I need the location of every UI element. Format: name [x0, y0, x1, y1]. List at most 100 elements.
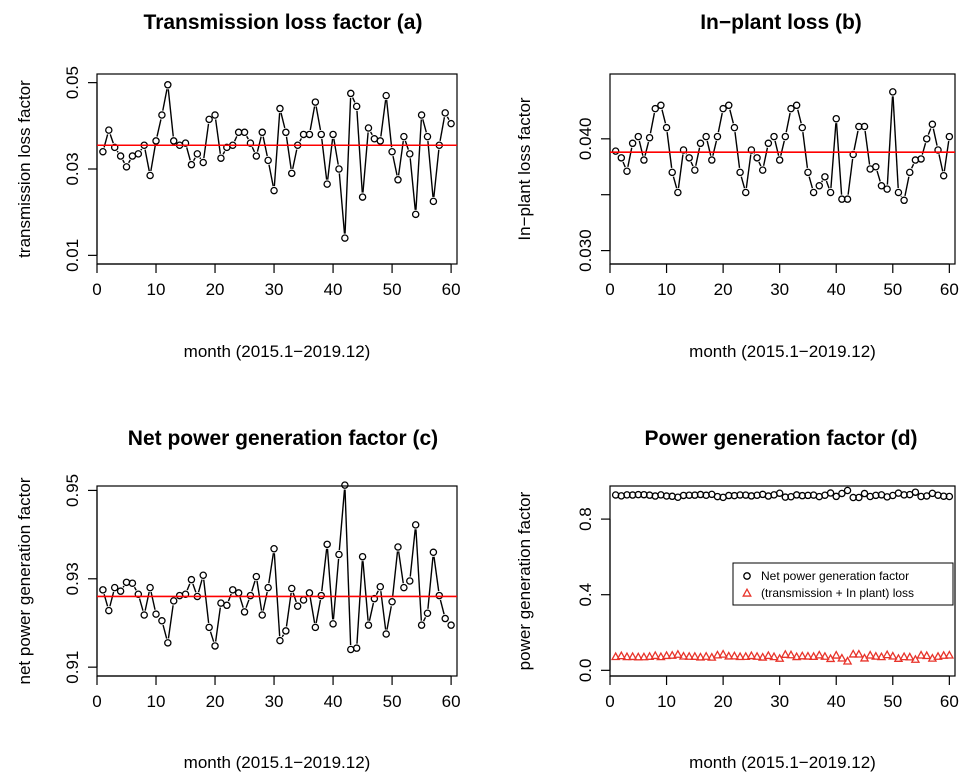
data-point [855, 493, 863, 502]
series-line-segment [144, 591, 150, 611]
series-line-segment [344, 489, 352, 646]
data-point [335, 165, 343, 173]
data-point-triangle [842, 656, 853, 665]
data-point [775, 489, 784, 497]
series-line-segment [156, 119, 162, 137]
series-line-segment [203, 123, 210, 159]
series-line-segment [375, 590, 379, 595]
series-line-segment [246, 135, 249, 140]
series-line-segment [167, 89, 174, 137]
data-point-triangle [610, 651, 621, 661]
series-line-segment [292, 592, 297, 603]
series-line-segment [326, 548, 334, 620]
data-point [99, 147, 107, 156]
data-point-triangle [808, 651, 819, 661]
series-line-segment [262, 136, 268, 157]
series-line-segment [627, 147, 633, 167]
y-tick-label: 0.01 [63, 239, 82, 272]
data-point [435, 591, 444, 600]
data-point [105, 606, 113, 615]
data-point [849, 150, 857, 159]
data-point [323, 540, 331, 549]
data-point [753, 154, 761, 162]
data-point [798, 123, 807, 132]
data-point [645, 133, 654, 142]
data-point [252, 572, 261, 581]
data-point [928, 120, 937, 129]
legend: Net power generation factor (transmission… [732, 562, 954, 606]
data-point-triangle [695, 652, 706, 661]
data-point [382, 630, 390, 638]
series-line-segment [262, 591, 268, 611]
data-point-triangle [876, 651, 887, 661]
data-point-triangle [848, 649, 858, 658]
data-point [264, 156, 272, 165]
series-line-segment [712, 140, 718, 156]
data-point [889, 88, 897, 96]
series-line-segment [690, 161, 694, 167]
series-line-segment [758, 161, 762, 167]
legend-marker-triangle [742, 587, 752, 597]
data-point-triangle [820, 651, 830, 660]
data-point [617, 154, 626, 162]
data-point-triangle [616, 650, 627, 660]
data-point [832, 492, 840, 501]
series-line-segment [780, 140, 785, 156]
data-point [826, 188, 835, 197]
data-point [934, 146, 942, 154]
data-point [411, 521, 420, 529]
series-line-segment [427, 556, 434, 609]
series-line-segment [802, 132, 809, 168]
x-tick-label: 0 [605, 280, 614, 299]
y-axis-label: net power generation factor [15, 477, 34, 684]
series-line-segment [233, 136, 238, 142]
data-point-triangle [724, 651, 734, 660]
data-point-triangle [854, 649, 864, 658]
series-line-segment [853, 130, 859, 151]
series-line-segment [762, 147, 769, 166]
series-line-segment [332, 558, 340, 620]
y-tick-label: 0.95 [63, 474, 82, 507]
data-point-triangle [758, 652, 768, 661]
data-point [917, 155, 925, 163]
series-line-segment [904, 176, 910, 197]
series-line-segment [740, 176, 746, 189]
x-tick-label: 60 [442, 280, 461, 299]
data-point [906, 168, 914, 177]
data-point [282, 128, 290, 137]
chart-title: In−plant loss (b) [700, 11, 862, 34]
data-point [140, 611, 148, 619]
series-line-segment [433, 556, 440, 592]
data-point [193, 150, 202, 158]
legend-label: Net power generation factor [761, 569, 909, 583]
data-point-triangle [763, 650, 774, 660]
series-line-segment [227, 593, 232, 602]
series-line-segment [122, 585, 125, 588]
data-point-triangle [797, 650, 807, 660]
series-line-segment [268, 553, 275, 584]
y-tick-label: 0.93 [63, 562, 82, 595]
data-point-triangle [627, 651, 638, 661]
legend-box [732, 562, 954, 606]
data-point [270, 186, 278, 195]
series-line-segment [280, 112, 286, 129]
x-tick-label: 0 [92, 280, 101, 299]
series-line-segment [446, 116, 450, 121]
x-tick-label: 30 [265, 280, 284, 299]
data-point-triangle [639, 651, 649, 661]
data-point-triangle [678, 651, 689, 660]
data-point [843, 195, 852, 203]
data-point [122, 578, 131, 587]
data-point [860, 122, 869, 131]
data-point [764, 139, 773, 148]
y-tick-label: 0.91 [63, 651, 82, 684]
series-line-segment [422, 616, 427, 622]
data-point [264, 583, 272, 592]
series-line-segment [321, 548, 328, 592]
data-point [164, 81, 172, 89]
series-line-segment [397, 140, 404, 176]
data-point [725, 101, 733, 110]
series-line-segment [138, 598, 144, 611]
data-point-triangle [774, 653, 785, 662]
legend-marker-circle [743, 572, 751, 580]
